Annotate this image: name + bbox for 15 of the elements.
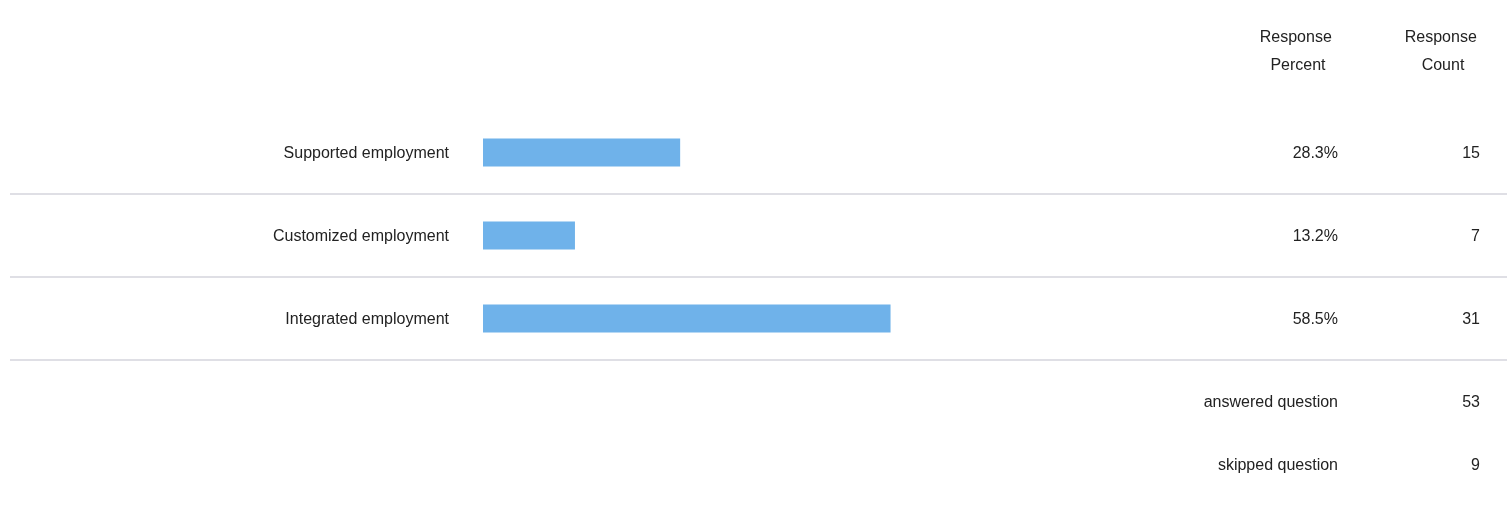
text: 7 (1471, 227, 1481, 244)
y-tick-label: Supported employment (283, 144, 450, 161)
data-label: 28.3% (1292, 144, 1338, 161)
text: answered question (1203, 393, 1338, 410)
data-label: 58.5% (1292, 310, 1338, 327)
y-tick-label: Integrated employment (285, 310, 450, 327)
text: 9 (1471, 456, 1481, 473)
text: 15 (1462, 144, 1481, 161)
text: skipped question (1217, 456, 1338, 473)
text: Response Percent (1259, 27, 1337, 73)
text: 53 (1462, 393, 1481, 410)
text: 31 (1462, 310, 1481, 327)
y-tick-label: Customized employment (272, 227, 450, 244)
data-label: 13.2% (1292, 227, 1338, 244)
text: Response Count (1404, 27, 1482, 73)
